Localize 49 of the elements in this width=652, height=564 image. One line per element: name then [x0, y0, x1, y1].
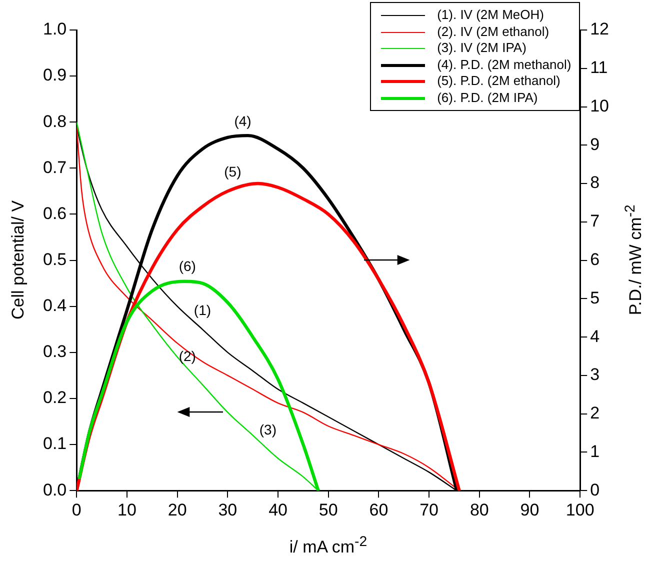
y-axis-title: Cell potential/ V [8, 200, 28, 320]
y2-tick-label: 5 [590, 288, 600, 308]
annotation: (1) [194, 302, 212, 318]
x-tick-label: 70 [420, 500, 439, 520]
y-tick-label: 0.1 [42, 434, 67, 454]
y2-tick-label: 3 [590, 365, 600, 384]
annotation: (2) [178, 348, 196, 364]
legend-label: (3). IV (2M IPA) [437, 40, 526, 56]
x-tick-label: 100 [566, 500, 594, 520]
y2-tick-label: 10 [590, 96, 610, 116]
y2-tick-label: 12 [590, 20, 610, 39]
y-tick-label: 0.8 [42, 112, 67, 131]
x-tick-label: 20 [168, 500, 187, 520]
x-tick-label: 10 [118, 500, 136, 520]
x-tick-label: 30 [218, 500, 238, 520]
x-tick-label: 60 [369, 500, 388, 520]
y-tick-label: 0.2 [42, 388, 67, 408]
y-tick-label: 0.6 [42, 204, 67, 223]
x-tick-label: 50 [318, 500, 338, 520]
legend-label: (5). P.D. (2M ethanol) [437, 73, 560, 90]
y-tick-label: 0.5 [42, 250, 67, 269]
x-tick-label: 0 [72, 500, 82, 520]
y-tick-label: 1.0 [42, 20, 67, 39]
y2-tick-label: 9 [590, 134, 600, 154]
y-tick-label: 0.3 [42, 342, 67, 362]
legend-label: (1). IV (2M MeOH) [437, 7, 544, 24]
x-tick-label: 40 [268, 500, 288, 520]
y2-tick-label: 1 [590, 442, 600, 461]
y-tick-label: 0.7 [42, 158, 67, 177]
y2-tick-label: 6 [590, 250, 600, 269]
y-tick-label: 0.4 [42, 296, 67, 316]
y2-tick-label: 8 [590, 173, 600, 192]
x-axis-title: i/ mA cm$^{-2}$ [289, 534, 368, 558]
annotation: (6) [178, 258, 196, 274]
annotation: (3) [259, 422, 277, 438]
annotation: (4) [234, 112, 252, 129]
y2-tick-label: 2 [590, 404, 600, 423]
y-tick-label: 0.9 [42, 66, 67, 85]
legend-label: (4). P.D. (2M methanol) [437, 56, 572, 73]
legend-label: (6). P.D. (2M IPA) [437, 90, 538, 106]
y2-tick-label: 7 [590, 212, 600, 231]
annotation: (5) [224, 164, 242, 180]
x-tick-label: 80 [470, 500, 489, 520]
x-tick-label: 90 [520, 500, 540, 520]
y2-tick-label: 4 [590, 326, 600, 346]
y2-tick-label: 11 [590, 58, 608, 78]
y-tick-label: 0.0 [42, 480, 67, 500]
legend-label: (2). IV (2M ethanol) [437, 24, 550, 40]
y2-tick-label: 0 [590, 480, 600, 500]
